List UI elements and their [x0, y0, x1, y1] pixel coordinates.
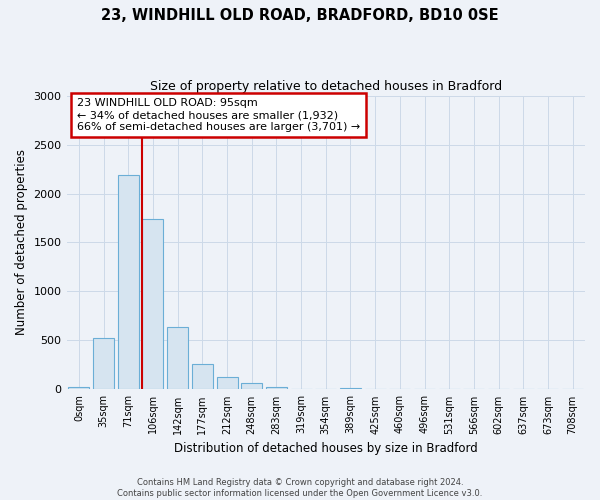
Title: Size of property relative to detached houses in Bradford: Size of property relative to detached ho… — [150, 80, 502, 93]
Bar — [241, 382, 262, 390]
Bar — [142, 219, 163, 390]
Text: Contains HM Land Registry data © Crown copyright and database right 2024.
Contai: Contains HM Land Registry data © Crown c… — [118, 478, 482, 498]
Bar — [340, 388, 361, 390]
X-axis label: Distribution of detached houses by size in Bradford: Distribution of detached houses by size … — [174, 442, 478, 455]
Bar — [68, 387, 89, 390]
Bar — [93, 338, 114, 390]
Bar — [217, 376, 238, 390]
Bar — [118, 175, 139, 390]
Text: 23 WINDHILL OLD ROAD: 95sqm
← 34% of detached houses are smaller (1,932)
66% of : 23 WINDHILL OLD ROAD: 95sqm ← 34% of det… — [77, 98, 360, 132]
Y-axis label: Number of detached properties: Number of detached properties — [15, 150, 28, 336]
Bar — [266, 387, 287, 390]
Bar — [167, 326, 188, 390]
Text: 23, WINDHILL OLD ROAD, BRADFORD, BD10 0SE: 23, WINDHILL OLD ROAD, BRADFORD, BD10 0S… — [101, 8, 499, 22]
Bar — [192, 364, 213, 390]
